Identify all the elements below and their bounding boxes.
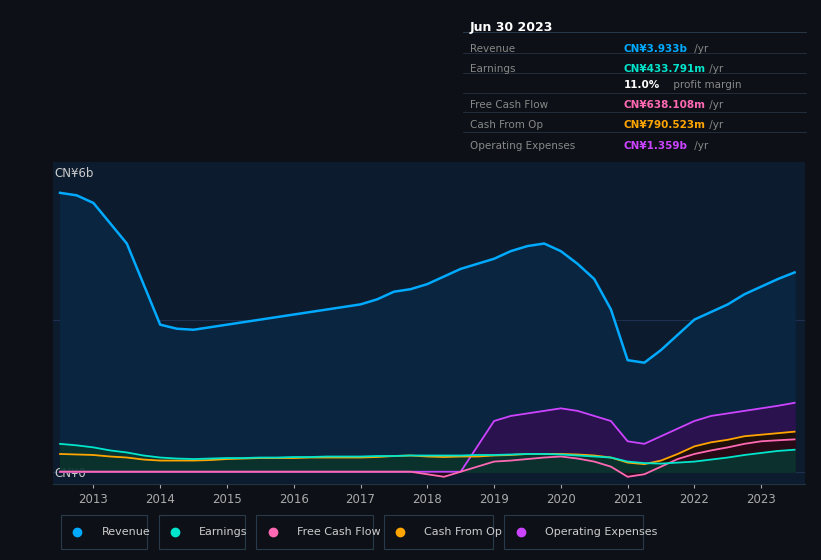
Text: Cash From Op: Cash From Op [470, 120, 543, 130]
Text: /yr: /yr [706, 100, 723, 110]
Text: /yr: /yr [706, 120, 723, 130]
Text: /yr: /yr [691, 44, 709, 54]
Text: Operating Expenses: Operating Expenses [470, 141, 576, 151]
Text: Earnings: Earnings [470, 64, 516, 73]
Text: 11.0%: 11.0% [623, 81, 660, 90]
Text: CN¥0: CN¥0 [55, 466, 87, 479]
Text: CN¥790.523m: CN¥790.523m [623, 120, 705, 130]
Text: Operating Expenses: Operating Expenses [544, 527, 657, 537]
Text: CN¥433.791m: CN¥433.791m [623, 64, 705, 73]
Text: Revenue: Revenue [470, 44, 515, 54]
Text: CN¥6b: CN¥6b [55, 167, 94, 180]
Text: CN¥1.359b: CN¥1.359b [623, 141, 687, 151]
Text: profit margin: profit margin [670, 81, 741, 90]
Text: /yr: /yr [691, 141, 709, 151]
Text: /yr: /yr [706, 64, 723, 73]
Text: Revenue: Revenue [102, 527, 150, 537]
Text: CN¥3.933b: CN¥3.933b [623, 44, 687, 54]
Text: Jun 30 2023: Jun 30 2023 [470, 21, 553, 34]
Text: Earnings: Earnings [200, 527, 248, 537]
Text: Free Cash Flow: Free Cash Flow [470, 100, 548, 110]
Text: CN¥638.108m: CN¥638.108m [623, 100, 705, 110]
Text: Cash From Op: Cash From Op [424, 527, 502, 537]
Text: Free Cash Flow: Free Cash Flow [296, 527, 380, 537]
